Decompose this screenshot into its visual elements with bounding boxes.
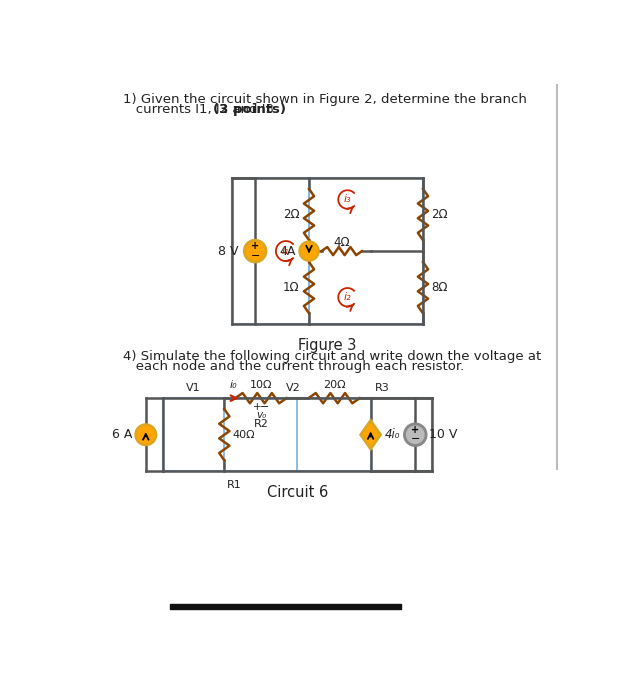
- Text: 10Ω: 10Ω: [250, 381, 272, 391]
- Text: V1: V1: [186, 383, 201, 393]
- Bar: [232, 178, 423, 324]
- Text: 8 V: 8 V: [218, 244, 238, 258]
- Text: 2Ω: 2Ω: [431, 208, 448, 221]
- Bar: [170, 603, 401, 609]
- Text: 6 A: 6 A: [112, 428, 132, 441]
- Text: 4i₀: 4i₀: [384, 428, 400, 441]
- Text: +: +: [253, 402, 261, 412]
- Polygon shape: [363, 424, 378, 445]
- Text: R2: R2: [253, 419, 268, 429]
- Polygon shape: [360, 419, 381, 450]
- Text: 8Ω: 8Ω: [431, 281, 448, 294]
- Circle shape: [135, 424, 157, 445]
- Text: currents I1, I2 and I3: currents I1, I2 and I3: [124, 103, 279, 116]
- Text: each node and the current through each resistor.: each node and the current through each r…: [124, 360, 465, 372]
- Circle shape: [301, 244, 317, 259]
- Text: R3: R3: [374, 383, 389, 393]
- Bar: [163, 398, 432, 471]
- Circle shape: [407, 426, 424, 443]
- Text: 4A: 4A: [280, 244, 296, 258]
- Text: (3 points): (3 points): [213, 103, 286, 116]
- Text: 10 V: 10 V: [429, 428, 457, 441]
- Text: 2Ω: 2Ω: [283, 208, 300, 221]
- Text: −: −: [250, 251, 260, 260]
- Circle shape: [243, 239, 266, 262]
- Circle shape: [404, 424, 427, 447]
- Text: +: +: [251, 241, 259, 251]
- Text: 4) Simulate the following circuit and write down the voltage at: 4) Simulate the following circuit and wr…: [124, 349, 542, 363]
- Text: −: −: [260, 402, 270, 412]
- Text: i₃: i₃: [344, 195, 351, 204]
- Circle shape: [299, 241, 319, 261]
- Circle shape: [246, 242, 264, 260]
- Text: 40Ω: 40Ω: [232, 430, 255, 440]
- Text: v₀: v₀: [256, 410, 266, 420]
- Text: R1: R1: [227, 480, 241, 490]
- Text: Figure 3: Figure 3: [298, 338, 357, 353]
- Text: V2: V2: [286, 383, 301, 393]
- Text: Circuit 6: Circuit 6: [267, 485, 328, 500]
- Text: i₂: i₂: [344, 293, 351, 302]
- Text: i₁: i₁: [282, 246, 290, 256]
- Text: −: −: [411, 435, 420, 444]
- Text: +: +: [411, 425, 419, 435]
- Circle shape: [137, 426, 154, 443]
- Text: i₀: i₀: [230, 381, 237, 391]
- Text: 20Ω: 20Ω: [323, 381, 345, 391]
- Text: 1) Given the circuit shown in Figure 2, determine the branch: 1) Given the circuit shown in Figure 2, …: [124, 93, 527, 106]
- Text: 4Ω: 4Ω: [333, 236, 350, 249]
- Text: 1Ω: 1Ω: [283, 281, 300, 294]
